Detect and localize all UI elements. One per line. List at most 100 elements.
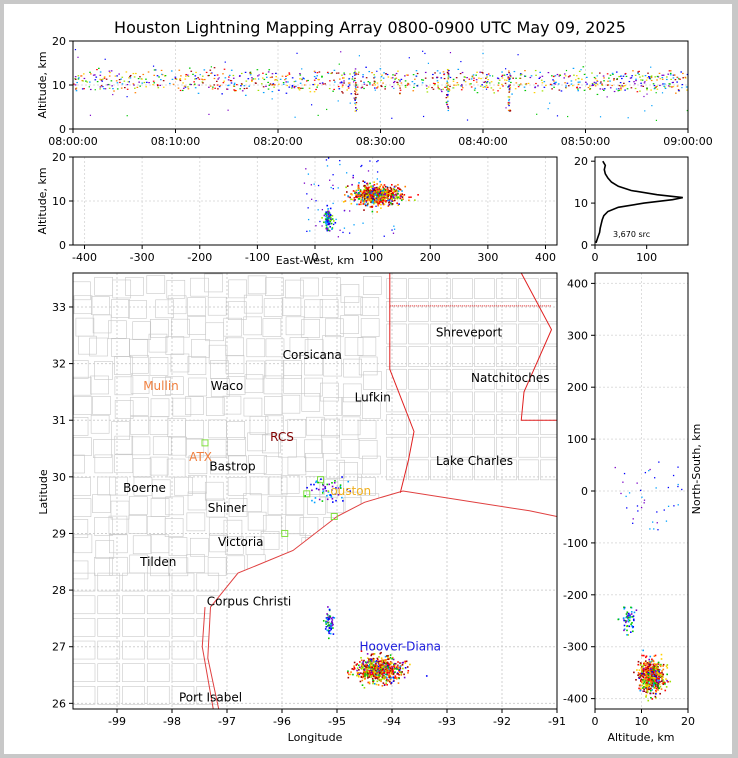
source-point [639,689,642,692]
county-cell [172,397,192,417]
source-point [380,678,383,681]
source-point [658,675,661,678]
source-point [217,88,219,90]
source-point [657,677,659,680]
source-point [334,221,337,224]
source-point [509,76,512,78]
source-point [518,84,521,86]
source-point [408,57,410,59]
source-point [643,664,646,666]
source-point [77,56,79,58]
county-cell [340,315,359,334]
source-point [650,673,652,675]
source-point [190,70,193,72]
source-point [366,84,368,86]
x-tick-label: 09:00:00 [663,135,712,148]
source-point [143,81,146,84]
source-point [288,86,291,88]
source-point [138,81,140,83]
county-cell [226,421,245,440]
source-point [582,66,585,68]
source-point [391,200,394,202]
county-cell [540,414,557,435]
source-point [221,93,223,95]
source-point [640,674,642,677]
source-point [655,675,657,677]
source-point [387,197,390,200]
county-cell [339,462,358,481]
county-cell [408,391,429,413]
source-point [513,70,516,73]
source-point [360,650,363,652]
source-point [380,680,382,683]
source-point [686,89,688,91]
source-point [659,692,661,695]
source-point [391,194,394,197]
county-cell [301,319,320,338]
source-point [390,671,393,673]
source-point [397,183,399,186]
source-point [665,665,668,667]
county-cell [191,339,210,358]
city-label: Shreveport [436,325,503,339]
source-point [381,200,383,203]
source-point [96,69,98,71]
source-point [399,662,401,664]
source-point [599,116,602,118]
source-point [390,192,392,194]
source-point [303,182,306,184]
source-point [347,671,349,674]
source-point [673,505,675,507]
source-point [386,186,389,188]
source-point [108,87,111,89]
source-point [379,195,382,197]
source-point [285,81,288,83]
source-point [628,80,631,83]
source-point [356,195,358,197]
source-point [655,678,658,681]
source-point [678,78,680,80]
county-cell [304,377,323,397]
source-point [585,81,587,83]
source-point [635,609,638,612]
county-cell [97,618,121,637]
source-point [391,117,393,119]
county-cell [268,476,288,496]
source-point [327,629,329,632]
source-point [307,207,309,209]
source-point [397,673,399,675]
x-tick-label: -98 [163,715,181,728]
source-point [101,78,104,80]
source-point [646,665,649,668]
source-point [243,87,246,90]
county-cell [129,397,149,416]
source-point [339,487,342,489]
source-point [485,77,487,79]
source-point [653,655,656,657]
source-point [508,103,510,105]
source-point [527,82,530,85]
x-tick-label: -100 [245,251,270,264]
source-point [449,76,452,79]
county-cell [146,516,166,535]
source-point [195,71,197,74]
source-point [352,190,355,192]
county-cell [206,498,226,518]
source-point [339,229,341,231]
source-point [326,108,328,111]
county-cell [122,618,145,637]
source-point [341,82,343,84]
source-point [623,619,625,622]
source-point [197,92,200,94]
county-cell [307,495,326,515]
county-cell [132,458,152,477]
source-point [291,77,294,79]
source-point [315,481,317,484]
county-cell [73,396,93,415]
source-point [580,69,582,71]
county-cell [146,640,170,660]
source-point [381,666,384,669]
source-point [603,77,605,79]
source-point [657,685,659,687]
source-point [331,622,334,624]
